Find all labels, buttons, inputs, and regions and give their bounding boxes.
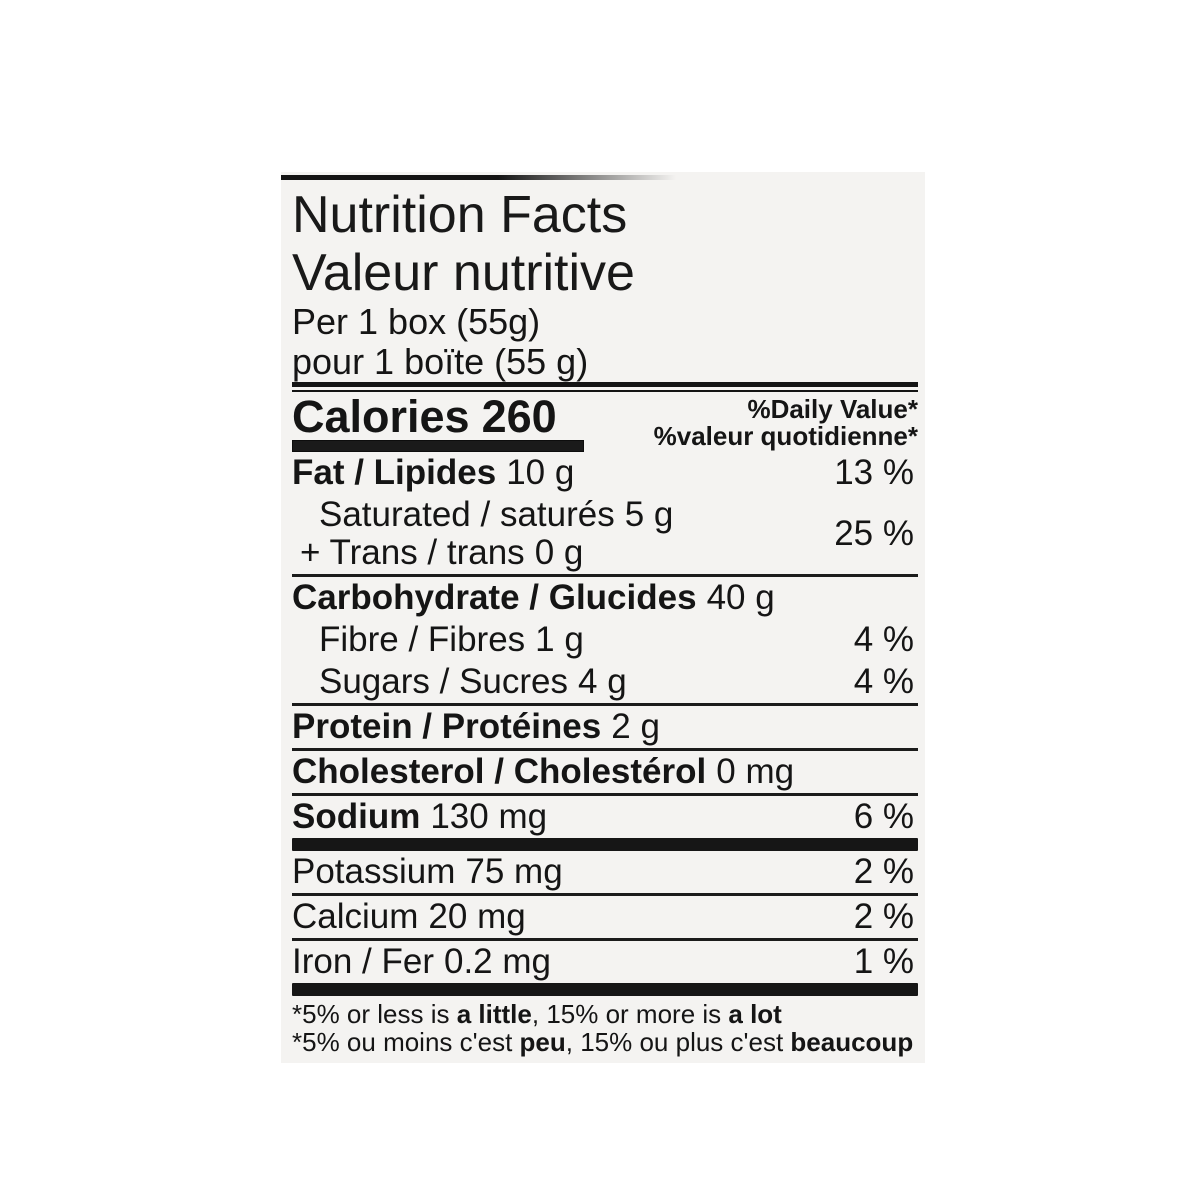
nutrient-name-calcium: Calcium 20 mg [292,898,526,936]
fat-label: Fat / Lipides [292,453,497,492]
nutrient-row-potassium: Potassium 75 mg 2 % [292,851,918,893]
nutrient-name-fibre: Fibre / Fibres 1 g [292,621,584,659]
nutrient-row-sugars: Sugars / Sucres 4 g 4 % [292,661,918,703]
fibre-label: Fibre / Fibres [319,620,526,659]
nutrient-name-cholesterol: Cholesterol / Cholestérol 0 mg [292,753,794,791]
potassium-label: Potassium [292,852,456,891]
divider [292,793,918,796]
title-fr: Valeur nutritive [292,244,635,302]
divider [292,703,918,706]
sugars-label: Sugars / Sucres [319,662,568,701]
nutrient-row-trans: + Trans / trans 0 g [292,534,673,572]
title-en: Nutrition Facts [292,186,628,244]
calories-value: 260 [481,391,557,442]
nutrient-name-fat: Fat / Lipides 10 g [292,454,574,492]
iron-percent: 1 % [853,942,914,981]
header-double-divider [292,382,918,392]
footnote-fr-beaucoup: beaucoup [790,1027,914,1057]
nutrient-row-sodium: Sodium 130 mg 6 % [292,796,918,838]
footnote-en-a-lot: a lot [728,999,782,1029]
protein-amount: 2 g [611,707,660,746]
protein-label: Protein / Protéines [292,707,602,746]
saturated-label: Saturated / saturés [319,495,615,534]
divider [292,938,918,941]
footnote-en: *5% or less is a little, 15% or more is … [292,1000,918,1028]
potassium-amount: 75 mg [465,852,563,891]
calories-text: Calories 260 [292,394,584,440]
calcium-percent: 2 % [853,897,914,936]
iron-amount: 0.2 mg [443,942,551,981]
iron-label: Iron / Fer [292,942,434,981]
nutrient-row-saturated-trans: Saturated / saturés 5 g + Trans / trans 0 … [292,494,918,574]
footnote-fr-prefix: *5% ou moins c'est [292,1027,520,1057]
daily-value-header-fr: %valeur quotidienne* [653,421,918,451]
calcium-amount: 20 mg [428,897,526,936]
nutrient-row-fat: Fat / Lipides 10 g 13 % [292,452,918,494]
divider [292,748,918,751]
nutrient-row-calcium: Calcium 20 mg 2 % [292,896,918,938]
potassium-percent: 2 % [853,852,914,891]
thick-divider-bar [292,983,918,996]
carbohydrate-amount: 40 g [706,578,775,617]
nutrient-row-carbohydrate: Carbohydrate / Glucides 40 g [292,577,918,619]
footnote-fr-peu: peu [519,1027,566,1057]
fat-percent: 13 % [834,453,914,492]
saturated-trans-percent: 25 % [834,514,914,553]
serving-size-fr: pour 1 boïte (55 g) [292,341,589,382]
nutrient-row-fibre: Fibre / Fibres 1 g 4 % [292,619,918,661]
nutrient-row-cholesterol: Cholesterol / Cholestérol 0 mg [292,751,918,793]
nutrient-name-protein: Protein / Protéines 2 g [292,708,660,746]
fibre-amount: 1 g [535,620,584,659]
nutrient-name-sodium: Sodium 130 mg [292,798,547,836]
trans-label: + Trans / trans [300,533,525,572]
saturated-amount: 5 g [624,495,674,534]
nutrient-name-potassium: Potassium 75 mg [292,853,563,891]
footnote-fr-middle: , 15% ou plus c'est [565,1027,791,1057]
sugars-percent: 4 % [853,662,914,701]
thick-divider-bar [292,838,918,851]
carbohydrate-label: Carbohydrate / Glucides [292,578,697,617]
nutrient-row-iron: Iron / Fer 0.2 mg 1 % [292,941,918,983]
daily-value-header: %Daily Value* %valeur quotidienne* [654,394,918,450]
calories-underline-bar [292,440,584,452]
footnote-fr: *5% ou moins c'est peu, 15% ou plus c'es… [292,1028,918,1056]
saturated-trans-names: Saturated / saturés 5 g + Trans / trans 0 … [292,496,673,572]
divider [292,574,918,577]
nutrient-row-protein: Protein / Protéines 2 g [292,706,918,748]
divider [292,893,918,896]
cholesterol-label: Cholesterol / Cholestérol [292,752,707,791]
sodium-percent: 6 % [853,797,914,836]
footnote-en-middle: , 15% or more is [531,999,729,1029]
nutrition-facts-label: Nutrition Facts Valeur nutritive Per 1 b… [281,172,925,1063]
calories-block: Calories 260 [292,394,584,452]
sodium-amount: 130 mg [430,797,548,836]
serving-size-en: Per 1 box (55g) [292,301,541,342]
cholesterol-amount: 0 mg [716,752,795,791]
sodium-label: Sodium [292,797,421,836]
fibre-percent: 4 % [853,620,914,659]
trans-amount: 0 g [534,533,584,572]
footnote-en-a-little: a little [456,999,532,1029]
label-top-edge-line [281,175,676,180]
nutrient-row-saturated: Saturated / saturés 5 g [292,496,673,534]
footnote-en-prefix: *5% or less is [292,999,457,1029]
fat-amount: 10 g [506,453,575,492]
sugars-amount: 4 g [578,662,627,701]
calcium-label: Calcium [292,897,419,936]
calories-section: Calories 260 %Daily Value* %valeur quotid… [292,394,918,452]
nutrient-name-iron: Iron / Fer 0.2 mg [292,943,551,981]
nutrient-name-sugars: Sugars / Sucres 4 g [292,663,627,701]
calories-label: Calories [292,391,470,442]
daily-value-header-en: %Daily Value* [747,394,918,424]
nutrient-name-carbohydrate: Carbohydrate / Glucides 40 g [292,579,775,617]
